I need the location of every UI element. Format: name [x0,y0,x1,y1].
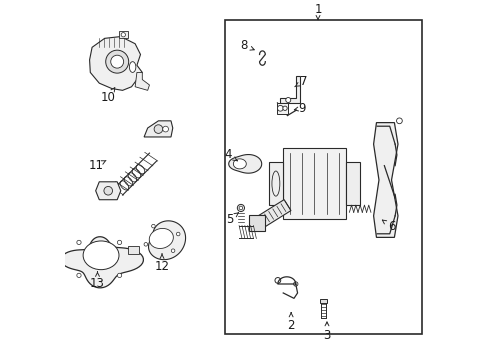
Text: 12: 12 [154,254,169,273]
Text: 6: 6 [382,220,394,233]
Polygon shape [276,103,287,114]
Polygon shape [144,121,172,137]
Text: 3: 3 [323,322,330,342]
Circle shape [144,243,147,246]
Polygon shape [248,215,265,231]
Text: 7: 7 [294,75,307,88]
Circle shape [237,204,244,212]
Text: 9: 9 [294,102,305,115]
Circle shape [121,33,125,37]
Text: 11: 11 [88,159,106,172]
Circle shape [163,126,168,132]
Circle shape [117,240,122,244]
Circle shape [282,106,286,111]
Text: 1: 1 [314,3,321,19]
Circle shape [104,186,112,195]
Ellipse shape [83,241,119,270]
Circle shape [277,105,283,111]
Polygon shape [233,159,246,169]
Circle shape [110,55,123,68]
Polygon shape [119,31,128,39]
Circle shape [171,249,175,252]
Polygon shape [89,37,142,90]
Polygon shape [61,237,143,288]
Circle shape [151,224,155,228]
Circle shape [285,98,290,103]
Circle shape [117,273,122,278]
Circle shape [154,125,163,134]
Polygon shape [373,123,397,237]
Text: 13: 13 [90,272,105,291]
Polygon shape [268,162,283,205]
Polygon shape [135,72,149,90]
Polygon shape [96,182,121,200]
Polygon shape [255,200,290,229]
Circle shape [77,240,81,244]
Bar [224,21,421,334]
Circle shape [176,232,180,236]
Polygon shape [283,148,345,220]
Text: 2: 2 [287,313,294,332]
Circle shape [239,206,242,210]
Polygon shape [280,76,300,103]
Text: 4: 4 [224,148,237,161]
Polygon shape [128,246,139,253]
Text: 10: 10 [101,87,116,104]
Text: 5: 5 [225,213,238,226]
Circle shape [77,273,81,278]
Text: 8: 8 [240,39,254,52]
Ellipse shape [149,228,173,248]
Polygon shape [345,162,360,205]
Polygon shape [228,154,261,173]
Ellipse shape [129,62,136,72]
Polygon shape [148,221,185,260]
Circle shape [105,50,128,73]
Polygon shape [319,300,326,303]
